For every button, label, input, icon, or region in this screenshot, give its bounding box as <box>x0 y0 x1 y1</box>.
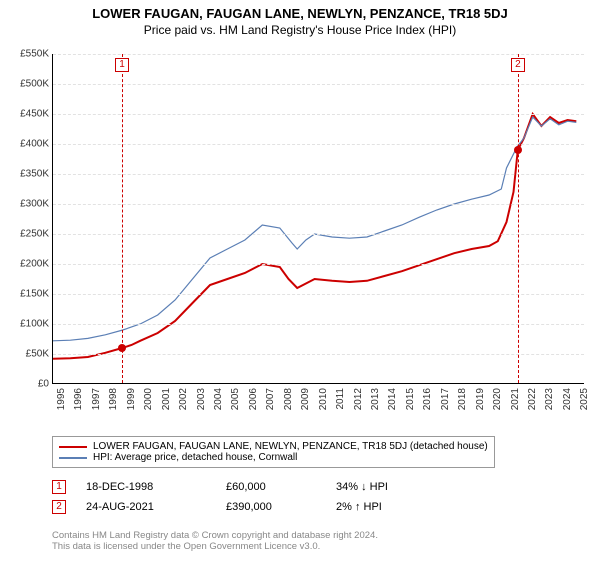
x-tick-label: 2020 <box>492 388 503 410</box>
x-tick-label: 1996 <box>73 388 84 410</box>
y-tick-label: £100K <box>5 319 49 330</box>
gridline <box>53 174 584 175</box>
event-price: £390,000 <box>226 501 316 513</box>
legend-swatch <box>59 446 87 448</box>
price-chart: £0£50K£100K£150K£200K£250K£300K£350K£400… <box>52 54 584 384</box>
x-tick-label: 2015 <box>405 388 416 410</box>
footer-line-1: Contains HM Land Registry data © Crown c… <box>52 530 378 541</box>
gridline <box>53 144 584 145</box>
gridline <box>53 234 584 235</box>
event-delta: 2% ↑ HPI <box>336 501 382 513</box>
x-tick-label: 2000 <box>143 388 154 410</box>
y-tick-label: £550K <box>5 49 49 60</box>
footer-line-2: This data is licensed under the Open Gov… <box>52 541 378 552</box>
y-tick-label: £450K <box>5 109 49 120</box>
event-delta: 34% ↓ HPI <box>336 481 388 493</box>
x-tick-label: 2012 <box>353 388 364 410</box>
x-tick-label: 2021 <box>510 388 521 410</box>
chart-subtitle: Price paid vs. HM Land Registry's House … <box>0 23 600 37</box>
y-tick-label: £150K <box>5 289 49 300</box>
y-tick-label: £350K <box>5 169 49 180</box>
y-tick-label: £250K <box>5 229 49 240</box>
y-tick-label: £50K <box>5 349 49 360</box>
x-tick-label: 2004 <box>213 388 224 410</box>
x-tick-label: 2022 <box>527 388 538 410</box>
marker-box: 1 <box>115 58 129 72</box>
event-date: 24-AUG-2021 <box>86 501 206 513</box>
event-date: 18-DEC-1998 <box>86 481 206 493</box>
x-tick-label: 2023 <box>544 388 555 410</box>
x-tick-label: 2016 <box>422 388 433 410</box>
x-tick-label: 2025 <box>579 388 590 410</box>
x-tick-label: 2014 <box>387 388 398 410</box>
x-tick-label: 1998 <box>108 388 119 410</box>
event-row: 1 18-DEC-1998 £60,000 34% ↓ HPI <box>52 480 388 494</box>
x-tick-label: 2005 <box>230 388 241 410</box>
x-tick-label: 1999 <box>126 388 137 410</box>
legend-label: LOWER FAUGAN, FAUGAN LANE, NEWLYN, PENZA… <box>93 441 488 452</box>
x-tick-label: 2003 <box>196 388 207 410</box>
x-tick-label: 2024 <box>562 388 573 410</box>
x-tick-label: 2011 <box>335 388 346 410</box>
chart-lines <box>53 54 585 384</box>
event-id-box: 2 <box>52 500 66 514</box>
x-tick-label: 2018 <box>457 388 468 410</box>
x-tick-label: 1995 <box>56 388 67 410</box>
x-tick-label: 2010 <box>318 388 329 410</box>
x-tick-label: 1997 <box>91 388 102 410</box>
x-tick-label: 2001 <box>161 388 172 410</box>
chart-title: LOWER FAUGAN, FAUGAN LANE, NEWLYN, PENZA… <box>0 6 600 21</box>
gridline <box>53 354 584 355</box>
x-tick-label: 2017 <box>440 388 451 410</box>
x-tick-label: 2002 <box>178 388 189 410</box>
x-tick-label: 2009 <box>300 388 311 410</box>
legend: LOWER FAUGAN, FAUGAN LANE, NEWLYN, PENZA… <box>52 436 495 468</box>
y-tick-label: £500K <box>5 79 49 90</box>
event-row: 2 24-AUG-2021 £390,000 2% ↑ HPI <box>52 500 388 514</box>
event-table: 1 18-DEC-1998 £60,000 34% ↓ HPI 2 24-AUG-2021… <box>52 480 388 520</box>
y-tick-label: £0 <box>5 379 49 390</box>
marker-dot <box>118 344 126 352</box>
x-tick-label: 2019 <box>475 388 486 410</box>
marker-line <box>122 54 123 383</box>
marker-box: 2 <box>511 58 525 72</box>
gridline <box>53 54 584 55</box>
x-tick-label: 2013 <box>370 388 381 410</box>
gridline <box>53 204 584 205</box>
legend-row: HPI: Average price, detached house, Corn… <box>59 452 488 463</box>
x-tick-label: 2007 <box>265 388 276 410</box>
event-id-box: 1 <box>52 480 66 494</box>
gridline <box>53 294 584 295</box>
marker-line <box>518 54 519 383</box>
gridline <box>53 114 584 115</box>
legend-row: LOWER FAUGAN, FAUGAN LANE, NEWLYN, PENZA… <box>59 441 488 452</box>
series-line <box>53 117 576 341</box>
legend-swatch <box>59 457 87 459</box>
gridline <box>53 324 584 325</box>
event-price: £60,000 <box>226 481 316 493</box>
x-tick-label: 2006 <box>248 388 259 410</box>
x-tick-label: 2008 <box>283 388 294 410</box>
gridline <box>53 84 584 85</box>
legend-label: HPI: Average price, detached house, Corn… <box>93 452 297 463</box>
gridline <box>53 264 584 265</box>
footer: Contains HM Land Registry data © Crown c… <box>52 530 378 552</box>
y-tick-label: £300K <box>5 199 49 210</box>
series-line <box>53 114 576 359</box>
y-tick-label: £200K <box>5 259 49 270</box>
marker-dot <box>514 146 522 154</box>
y-tick-label: £400K <box>5 139 49 150</box>
